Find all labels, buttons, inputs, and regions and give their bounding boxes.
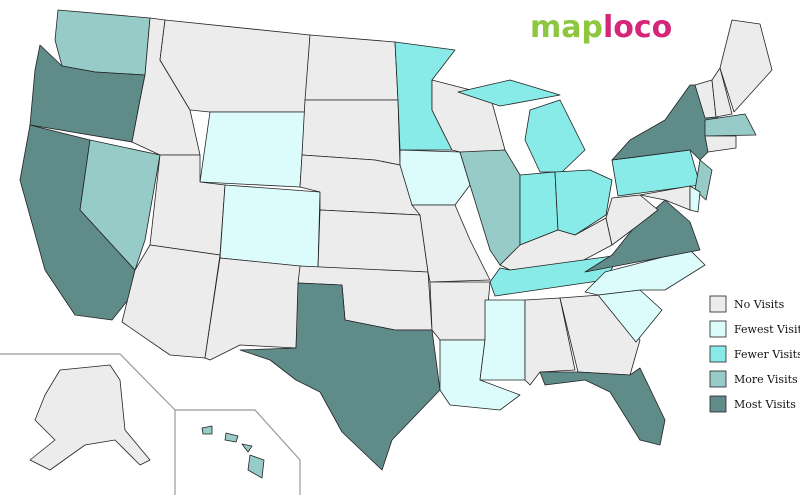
me xyxy=(719,19,773,113)
nh xyxy=(711,67,733,118)
mi-upper xyxy=(457,79,561,107)
wa xyxy=(54,9,151,76)
legend-label: Fewer Visits xyxy=(734,348,800,361)
legend-swatch xyxy=(709,295,727,313)
hi-1 xyxy=(201,425,213,435)
logo-loco: loco xyxy=(603,10,672,45)
hi-3 xyxy=(241,443,253,453)
wy xyxy=(199,111,306,188)
nd xyxy=(304,34,399,101)
legend-label: More Visits xyxy=(734,373,798,386)
legend-swatch xyxy=(709,395,727,413)
nm xyxy=(204,257,301,361)
ms xyxy=(479,299,526,381)
nc xyxy=(584,249,706,296)
sd xyxy=(301,99,401,166)
mo xyxy=(411,204,491,283)
legend-swatch xyxy=(709,370,727,388)
legend-swatch xyxy=(709,345,727,363)
co xyxy=(219,184,321,269)
inset-borders xyxy=(0,353,301,495)
legend-swatch xyxy=(709,320,727,338)
ak xyxy=(29,364,151,471)
ar xyxy=(429,281,491,341)
hi-4 xyxy=(247,454,265,479)
ma xyxy=(704,113,757,137)
fl xyxy=(539,367,666,446)
legend-label: No Visits xyxy=(734,298,785,311)
wv xyxy=(605,194,659,246)
mi-lower xyxy=(524,99,586,173)
legend: No Visits Fewest Visits Fewer Visits More V… xyxy=(709,295,800,413)
tx xyxy=(239,282,441,471)
hi-2 xyxy=(224,432,239,443)
az xyxy=(121,244,221,359)
ia xyxy=(399,149,471,206)
ct xyxy=(704,135,737,153)
legend-label: Most Visits xyxy=(734,398,796,411)
ks xyxy=(317,209,429,273)
ga xyxy=(559,294,641,376)
logo: maploco xyxy=(530,10,672,45)
logo-map: map xyxy=(530,10,603,45)
mt xyxy=(159,19,311,113)
de xyxy=(689,185,701,213)
nj xyxy=(694,159,713,201)
nv xyxy=(79,139,161,271)
legend-label: Fewest Visits xyxy=(734,323,800,336)
states xyxy=(19,9,773,479)
